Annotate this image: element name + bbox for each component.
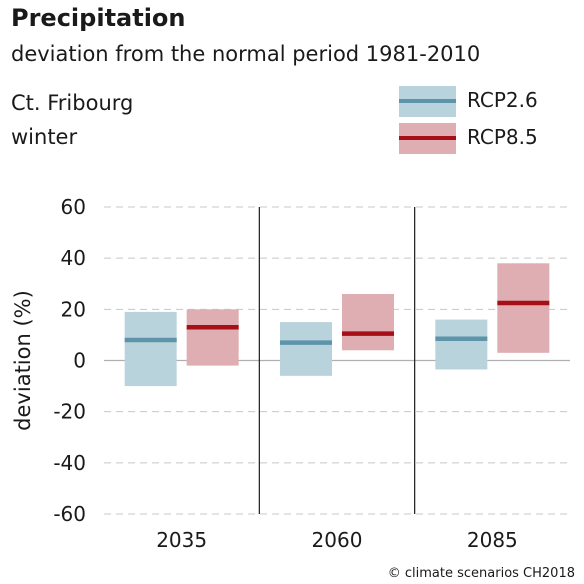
y-tick-label: 60 [61,195,86,219]
credit-text: © climate scenarios CH2018 [387,566,575,581]
season-label: winter [11,125,78,149]
legend-label-rcp85: RCP8.5 [467,125,538,149]
y-axis-label: deviation (%) [11,290,35,431]
legend-label-rcp26: RCP2.6 [467,88,538,112]
y-tick-label: -40 [53,451,86,475]
x-tick-label: 2085 [467,528,518,552]
x-tick-label: 2060 [312,528,363,552]
legend-line-rcp85 [399,136,456,140]
chart-subtitle: deviation from the normal period 1981-20… [11,42,481,66]
range-bar-rcp26 [435,319,488,370]
y-tick-label: -20 [53,400,86,424]
range-bar-rcp85 [342,293,394,351]
range-bar-rcp26 [280,322,332,376]
x-tick-label: 2035 [156,528,207,552]
y-tick-label: 20 [61,297,86,321]
y-tick-label: -60 [53,502,86,526]
range-bar-rcp85 [186,309,239,366]
range-bar-rcp26 [124,311,177,387]
chart-title: Precipitation [11,4,186,32]
range-bar-rcp85 [497,263,550,353]
legend-line-rcp26 [399,99,456,103]
y-tick-label: 40 [61,246,86,270]
y-tick-label: 0 [73,349,86,373]
region-label: Ct. Fribourg [11,91,134,115]
